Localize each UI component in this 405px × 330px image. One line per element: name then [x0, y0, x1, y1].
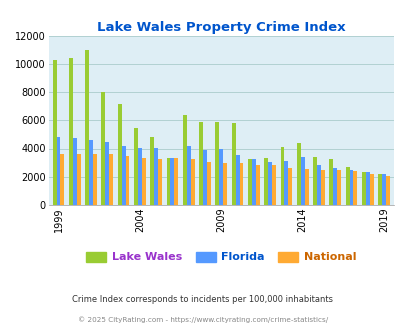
Bar: [93, 154, 97, 205]
Bar: [381, 175, 385, 205]
Bar: [77, 154, 81, 205]
Title: Lake Wales Property Crime Index: Lake Wales Property Crime Index: [97, 21, 345, 34]
Bar: [288, 168, 292, 205]
Bar: [280, 147, 284, 205]
Bar: [247, 159, 251, 205]
Bar: [198, 122, 202, 205]
Bar: [255, 165, 259, 205]
Bar: [72, 138, 77, 205]
Bar: [284, 161, 288, 205]
Bar: [320, 170, 324, 205]
Bar: [385, 176, 389, 205]
Text: Crime Index corresponds to incidents per 100,000 inhabitants: Crime Index corresponds to incidents per…: [72, 295, 333, 304]
Bar: [190, 159, 194, 205]
Bar: [336, 170, 340, 205]
Bar: [105, 142, 109, 205]
Bar: [101, 92, 105, 205]
Bar: [271, 165, 275, 205]
Bar: [345, 167, 349, 205]
Bar: [122, 147, 125, 205]
Bar: [251, 159, 255, 205]
Bar: [166, 158, 170, 205]
Bar: [125, 155, 129, 205]
Bar: [267, 162, 271, 205]
Bar: [138, 148, 141, 205]
Bar: [182, 115, 186, 205]
Bar: [328, 159, 333, 205]
Bar: [377, 175, 381, 205]
Bar: [264, 158, 267, 205]
Bar: [312, 157, 316, 205]
Bar: [296, 143, 300, 205]
Bar: [219, 149, 223, 205]
Bar: [304, 169, 308, 205]
Bar: [154, 148, 158, 205]
Bar: [85, 50, 89, 205]
Legend: Lake Wales, Florida, National: Lake Wales, Florida, National: [82, 247, 360, 267]
Bar: [109, 154, 113, 205]
Bar: [223, 163, 226, 205]
Bar: [300, 157, 304, 205]
Bar: [60, 154, 64, 205]
Bar: [141, 158, 145, 205]
Bar: [215, 122, 219, 205]
Bar: [333, 168, 336, 205]
Bar: [365, 172, 369, 205]
Bar: [170, 158, 174, 205]
Bar: [53, 60, 56, 205]
Bar: [56, 137, 60, 205]
Text: © 2025 CityRating.com - https://www.cityrating.com/crime-statistics/: © 2025 CityRating.com - https://www.city…: [78, 316, 327, 323]
Bar: [316, 165, 320, 205]
Bar: [174, 158, 178, 205]
Bar: [207, 162, 210, 205]
Bar: [150, 137, 154, 205]
Bar: [69, 58, 72, 205]
Bar: [158, 159, 162, 205]
Bar: [369, 175, 373, 205]
Bar: [89, 140, 93, 205]
Bar: [353, 171, 356, 205]
Bar: [186, 146, 190, 205]
Bar: [239, 163, 243, 205]
Bar: [361, 172, 365, 205]
Bar: [235, 155, 239, 205]
Bar: [202, 150, 207, 205]
Bar: [134, 128, 138, 205]
Bar: [231, 123, 235, 205]
Bar: [117, 104, 121, 205]
Bar: [349, 170, 353, 205]
